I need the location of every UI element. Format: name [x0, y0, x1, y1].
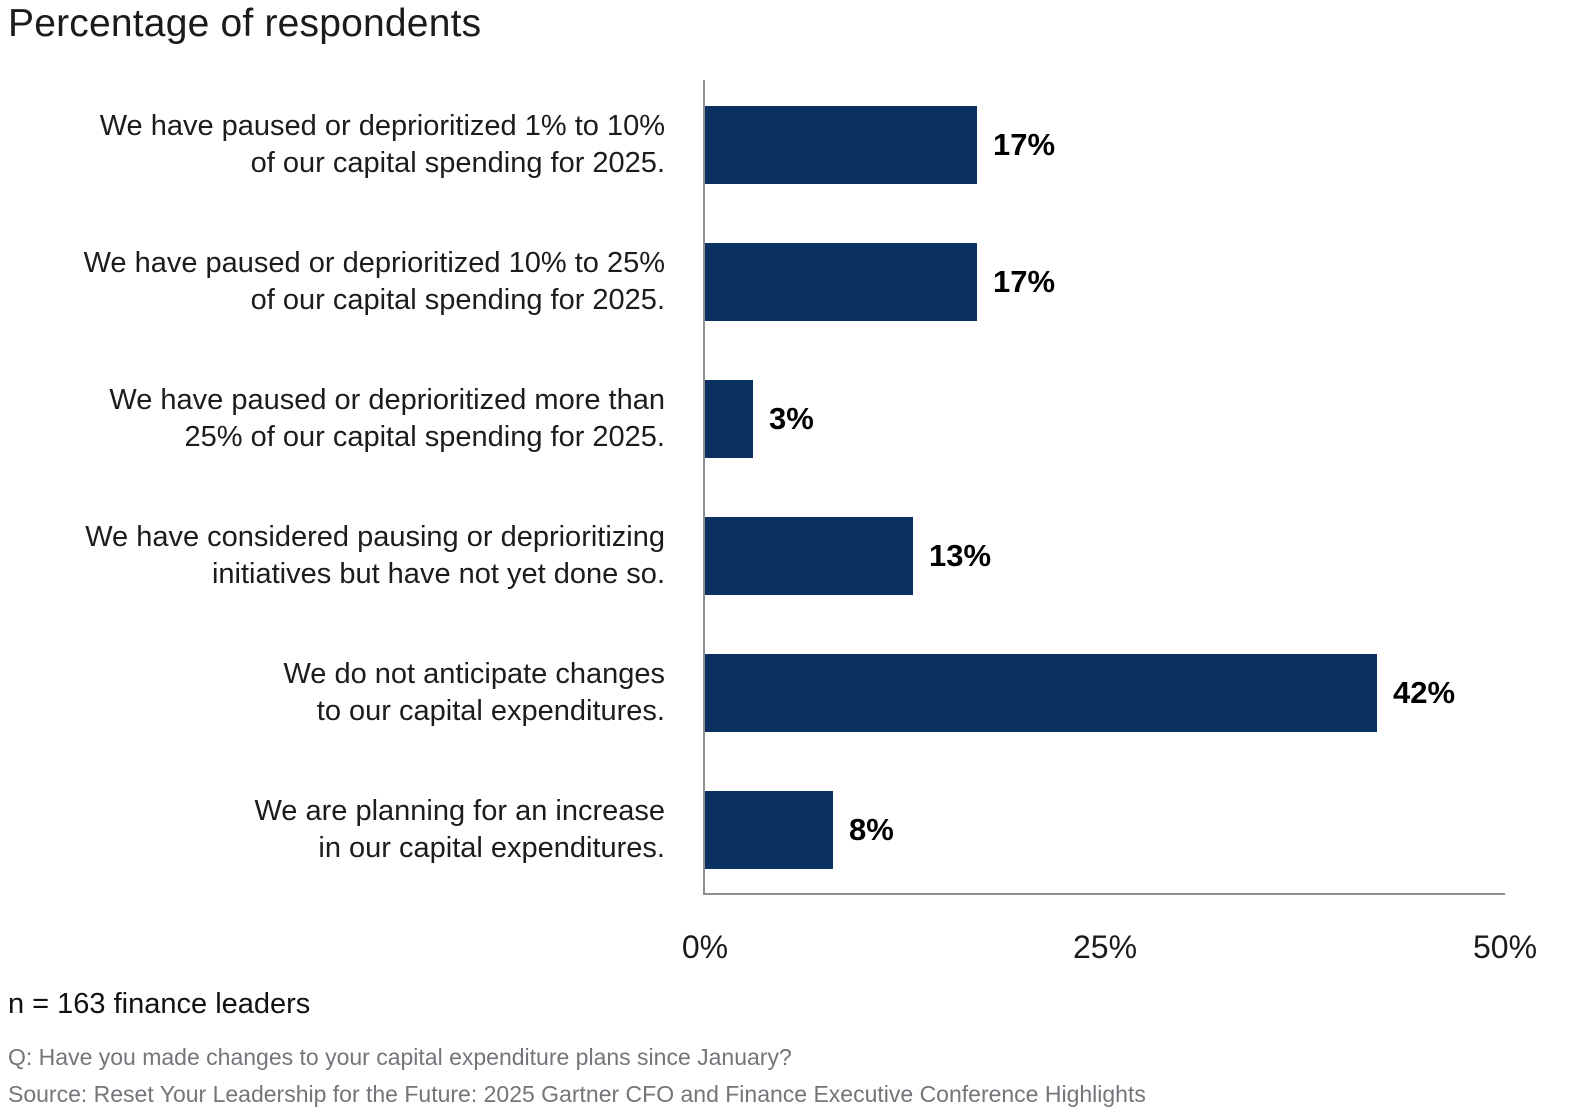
bar-track: 3%	[705, 380, 1505, 458]
bar-row: We have considered pausing or deprioriti…	[85, 517, 1505, 595]
category-label: We have paused or deprioritized 1% to 10…	[99, 110, 665, 179]
bar-row: We have paused or deprioritized 1% to 10…	[100, 106, 1505, 184]
bar-row: We have paused or deprioritized 10% to 2…	[84, 243, 1505, 321]
bar	[705, 243, 977, 321]
value-label: 13%	[929, 538, 992, 573]
value-label: 17%	[993, 264, 1056, 299]
x-tick-label: 0%	[681, 929, 729, 965]
bar-track: 42%	[705, 654, 1505, 732]
value-label: 42%	[1393, 675, 1456, 710]
bar-row: We are planning for an increase in our c…	[254, 791, 1505, 869]
category-label: We do not anticipate changes to our capi…	[283, 658, 665, 727]
bar	[705, 654, 1377, 732]
question-note: Q: Have you made changes to your capital…	[8, 1044, 792, 1070]
bar-row: We do not anticipate changes to our capi…	[283, 654, 1505, 732]
category-label: We have paused or deprioritized 10% to 2…	[83, 247, 665, 316]
chart-title: Percentage of respondents	[8, 2, 482, 45]
bar	[705, 106, 977, 184]
category-label: We have paused or deprioritized more tha…	[109, 384, 665, 453]
bar	[705, 791, 833, 869]
bar	[705, 517, 913, 595]
bar	[705, 380, 753, 458]
plot-area: We have paused or deprioritized 1% to 10…	[84, 80, 1537, 965]
bar-track: 17%	[705, 106, 1505, 184]
x-tick-label: 50%	[1472, 929, 1538, 965]
source-note: Source: Reset Your Leadership for the Fu…	[8, 1081, 1146, 1107]
value-label: 17%	[993, 127, 1056, 162]
sample-size-note: n = 163 finance leaders	[8, 988, 311, 1020]
category-label: We are planning for an increase in our c…	[254, 795, 665, 864]
bar-track: 17%	[705, 243, 1505, 321]
bar-track: 13%	[705, 517, 1505, 595]
x-tick-label: 25%	[1072, 929, 1138, 965]
value-label: 3%	[769, 401, 814, 436]
bar-row: We have paused or deprioritized more tha…	[109, 380, 1505, 458]
bar-track: 8%	[705, 791, 1505, 869]
value-label: 8%	[849, 812, 894, 847]
category-label: We have considered pausing or deprioriti…	[85, 521, 665, 590]
